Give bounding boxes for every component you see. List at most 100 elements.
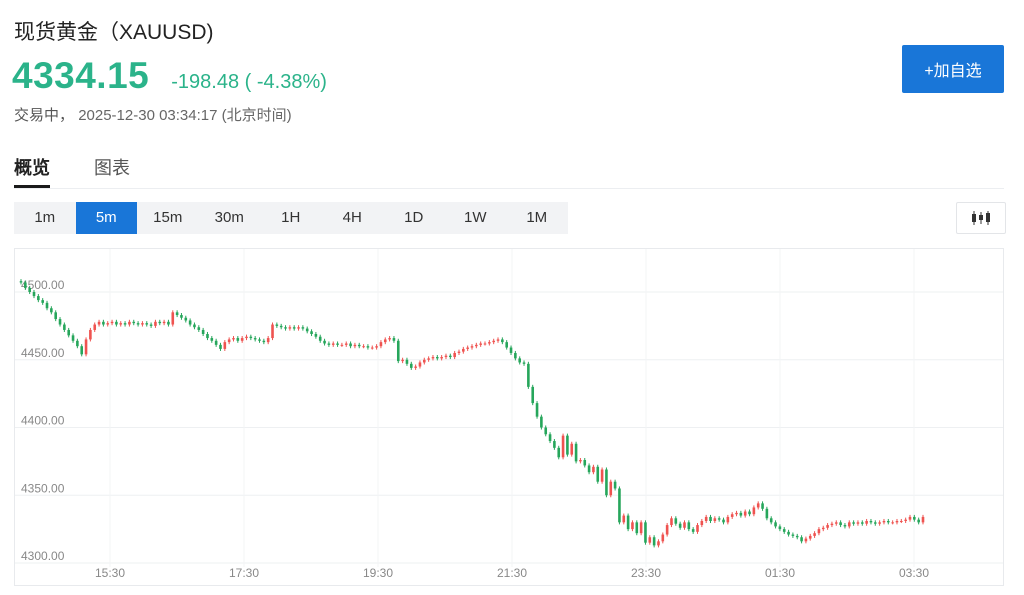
candles <box>19 279 925 548</box>
candle <box>826 523 829 530</box>
interval-4h[interactable]: 4H <box>342 209 362 226</box>
candle <box>401 357 404 364</box>
candle <box>449 353 452 360</box>
interval-5m[interactable]: 5m <box>75 202 137 234</box>
candle <box>32 289 36 299</box>
candle <box>327 341 331 347</box>
candle <box>531 384 535 406</box>
candle <box>704 514 708 524</box>
candle <box>596 464 600 484</box>
candle <box>89 327 92 342</box>
candle <box>210 336 214 343</box>
candle <box>366 344 370 350</box>
interval-15m[interactable]: 15m <box>153 209 183 226</box>
candle <box>900 518 903 524</box>
candle <box>58 317 62 327</box>
candle <box>722 517 725 525</box>
candle <box>383 337 387 345</box>
x-tick-label: 03:30 <box>899 566 929 580</box>
candle <box>110 319 114 326</box>
candle <box>370 345 374 350</box>
candle <box>427 356 430 362</box>
price-change: -198.48 ( -4.38%) <box>171 71 327 93</box>
candle <box>804 536 808 544</box>
candle <box>726 514 730 525</box>
interval-1w[interactable]: 1W <box>464 209 487 226</box>
candle <box>774 520 777 529</box>
candle <box>522 360 526 366</box>
chart-grid <box>15 249 1003 567</box>
x-axis-labels: 15:30 17:30 19:30 21:30 23:30 01:30 03:30 <box>95 566 929 580</box>
candle <box>509 345 513 356</box>
tab-overview[interactable]: 概览 <box>14 158 50 178</box>
candle <box>388 336 391 342</box>
candle <box>691 527 695 534</box>
candle <box>670 516 673 528</box>
candle <box>843 523 847 529</box>
chart-type-button[interactable] <box>956 202 1006 234</box>
candle <box>609 479 613 498</box>
candle <box>535 401 539 419</box>
interval-30m[interactable]: 30m <box>214 209 244 226</box>
status-text: 交易中， <box>14 107 75 124</box>
candle <box>201 327 205 337</box>
candle <box>162 319 166 326</box>
candle <box>45 300 49 311</box>
candle <box>548 432 552 444</box>
candle <box>635 520 639 536</box>
candle <box>674 516 678 526</box>
candle <box>115 319 118 327</box>
candle <box>418 360 422 369</box>
candle <box>730 512 734 519</box>
candle <box>882 518 886 525</box>
candle <box>357 342 361 349</box>
candle <box>453 350 456 360</box>
candle <box>318 334 322 343</box>
candle <box>787 529 790 537</box>
candle <box>613 479 617 491</box>
candle <box>800 535 803 544</box>
interval-1m[interactable]: 1m <box>34 209 56 226</box>
candle <box>266 336 270 345</box>
candle <box>71 333 75 343</box>
candle <box>132 319 136 326</box>
candle <box>119 321 123 327</box>
price-chart[interactable]: 4300.00 4350.00 4400.00 4450.00 4500.00 15:3… <box>14 248 1004 586</box>
status-timezone: (北京时间) <box>221 107 292 124</box>
candle <box>84 337 88 357</box>
candle <box>214 338 218 347</box>
interval-1d[interactable]: 1D <box>404 209 424 226</box>
candle <box>340 342 344 347</box>
candle <box>743 509 747 518</box>
candle <box>171 310 175 327</box>
candle <box>518 356 522 365</box>
candle <box>128 319 131 327</box>
candle <box>700 518 704 528</box>
candle <box>895 518 899 525</box>
candle <box>540 414 543 430</box>
candle <box>262 338 266 345</box>
interval-1mo[interactable]: 1M <box>526 209 548 226</box>
candle <box>353 342 357 349</box>
tab-chart[interactable]: 图表 <box>94 158 130 178</box>
tab-bar: 概览 图表 <box>14 150 1004 189</box>
candle <box>561 433 565 460</box>
candle <box>791 532 795 538</box>
interval-selector: 1m 5m 15m 30m 1H 4H 1D 1W 1M <box>14 202 568 234</box>
interval-1h[interactable]: 1H <box>281 209 301 226</box>
candle <box>288 325 292 331</box>
candle <box>457 349 461 356</box>
candle <box>396 338 400 364</box>
x-tick-label: 23:30 <box>631 566 661 580</box>
candle <box>687 520 691 532</box>
candle <box>301 325 305 331</box>
add-favorite-button[interactable]: +加自选 <box>902 45 1004 93</box>
candle <box>466 345 469 351</box>
candle <box>292 325 296 331</box>
candle <box>921 514 925 525</box>
candle <box>782 527 786 534</box>
candle <box>713 516 717 524</box>
candle <box>154 319 157 328</box>
candle <box>149 322 153 328</box>
candle <box>860 520 864 526</box>
